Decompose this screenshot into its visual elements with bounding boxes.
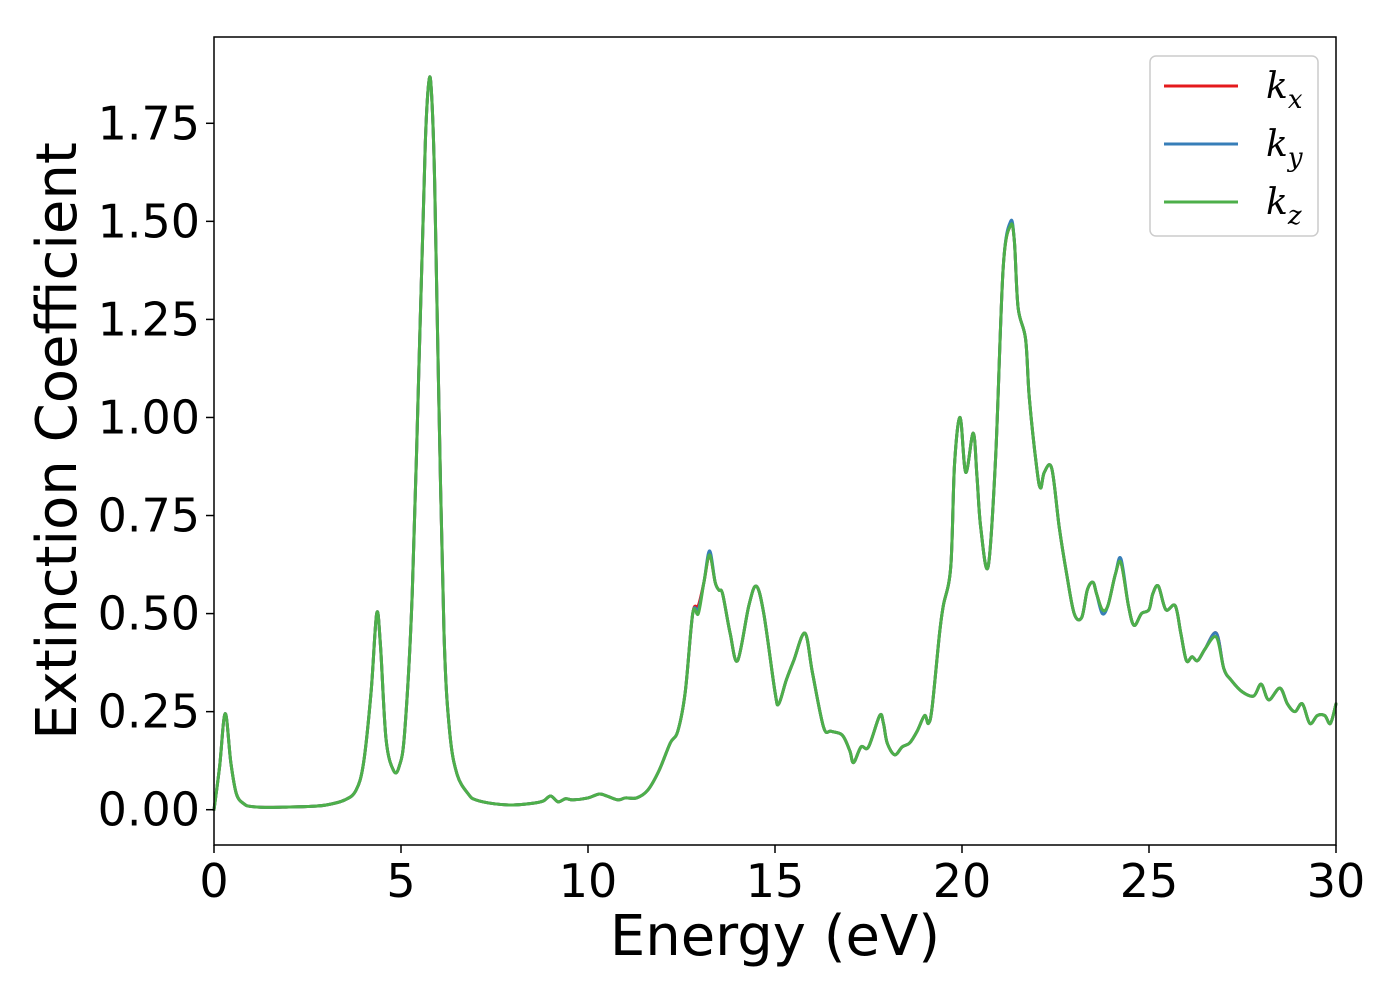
- y-tick-label: 1.50: [98, 194, 200, 248]
- series-line-kz: [212, 75, 1338, 812]
- series-layer: [212, 75, 1338, 812]
- x-tick-label: 10: [559, 854, 618, 908]
- legend-box: [1149, 55, 1319, 237]
- y-tick-label: 0.50: [98, 587, 200, 641]
- x-tick-label: 30: [1307, 854, 1366, 908]
- y-axis-title: Extinction Coefficient: [25, 142, 90, 740]
- y-tick-label: 0.00: [98, 783, 200, 837]
- y-axis-ticks: 0.00 0.25 0.50 0.75 1.00 1.25 1.50 1.75: [98, 96, 214, 837]
- x-axis-title: Energy (eV): [610, 904, 940, 969]
- y-tick-label: 0.75: [98, 489, 200, 543]
- x-tick-label: 15: [746, 854, 805, 908]
- y-tick-label: 1.25: [98, 292, 200, 346]
- y-tick-label: 0.25: [98, 685, 200, 739]
- x-axis-ticks: 0 5 10 15 20 25 30: [199, 845, 1365, 908]
- x-tick-label: 5: [386, 854, 415, 908]
- x-tick-label: 20: [933, 854, 992, 908]
- x-tick-label: 0: [199, 854, 228, 908]
- x-tick-label: 25: [1120, 854, 1179, 908]
- y-tick-label: 1.00: [98, 390, 200, 444]
- y-tick-label: 1.75: [98, 96, 200, 150]
